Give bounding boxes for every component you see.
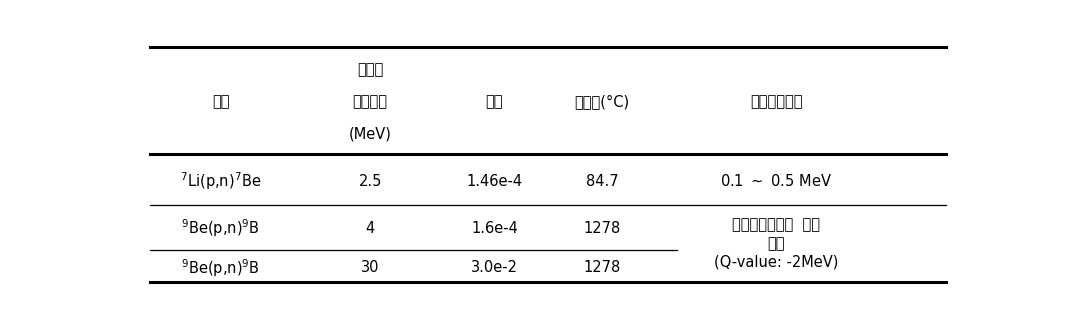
Text: 중성자에너지: 중성자에너지 — [750, 94, 802, 109]
Text: 1278: 1278 — [583, 221, 621, 236]
Text: (MeV): (MeV) — [349, 127, 392, 142]
Text: 30: 30 — [361, 260, 380, 276]
Text: 1.46e-4: 1.46e-4 — [467, 174, 522, 189]
Text: 84.7: 84.7 — [586, 174, 618, 189]
Text: 변함: 변함 — [767, 236, 785, 251]
Text: 양성자: 양성자 — [357, 62, 383, 77]
Text: (Q-value: -2MeV): (Q-value: -2MeV) — [715, 254, 839, 269]
Text: 양성자에너지에  따라: 양성자에너지에 따라 — [733, 217, 821, 232]
Text: $^{9}$Be(p,n)$^{9}$B: $^{9}$Be(p,n)$^{9}$B — [182, 217, 260, 239]
Text: 4: 4 — [366, 221, 374, 236]
Text: $^{7}$Li(p,n)$^{7}$Be: $^{7}$Li(p,n)$^{7}$Be — [180, 170, 261, 192]
Text: 반응: 반응 — [212, 94, 230, 109]
Text: 1278: 1278 — [583, 260, 621, 276]
Text: 빔에너지: 빔에너지 — [353, 94, 387, 109]
Text: 수율: 수율 — [486, 94, 503, 109]
Text: 녹는점(°C): 녹는점(°C) — [575, 94, 630, 109]
Text: 0.1 $\sim$ 0.5 MeV: 0.1 $\sim$ 0.5 MeV — [720, 173, 832, 189]
Text: $^{9}$Be(p,n)$^{9}$B: $^{9}$Be(p,n)$^{9}$B — [182, 257, 260, 279]
Text: 2.5: 2.5 — [358, 174, 382, 189]
Text: 3.0e-2: 3.0e-2 — [471, 260, 518, 276]
Text: 1.6e-4: 1.6e-4 — [471, 221, 518, 236]
